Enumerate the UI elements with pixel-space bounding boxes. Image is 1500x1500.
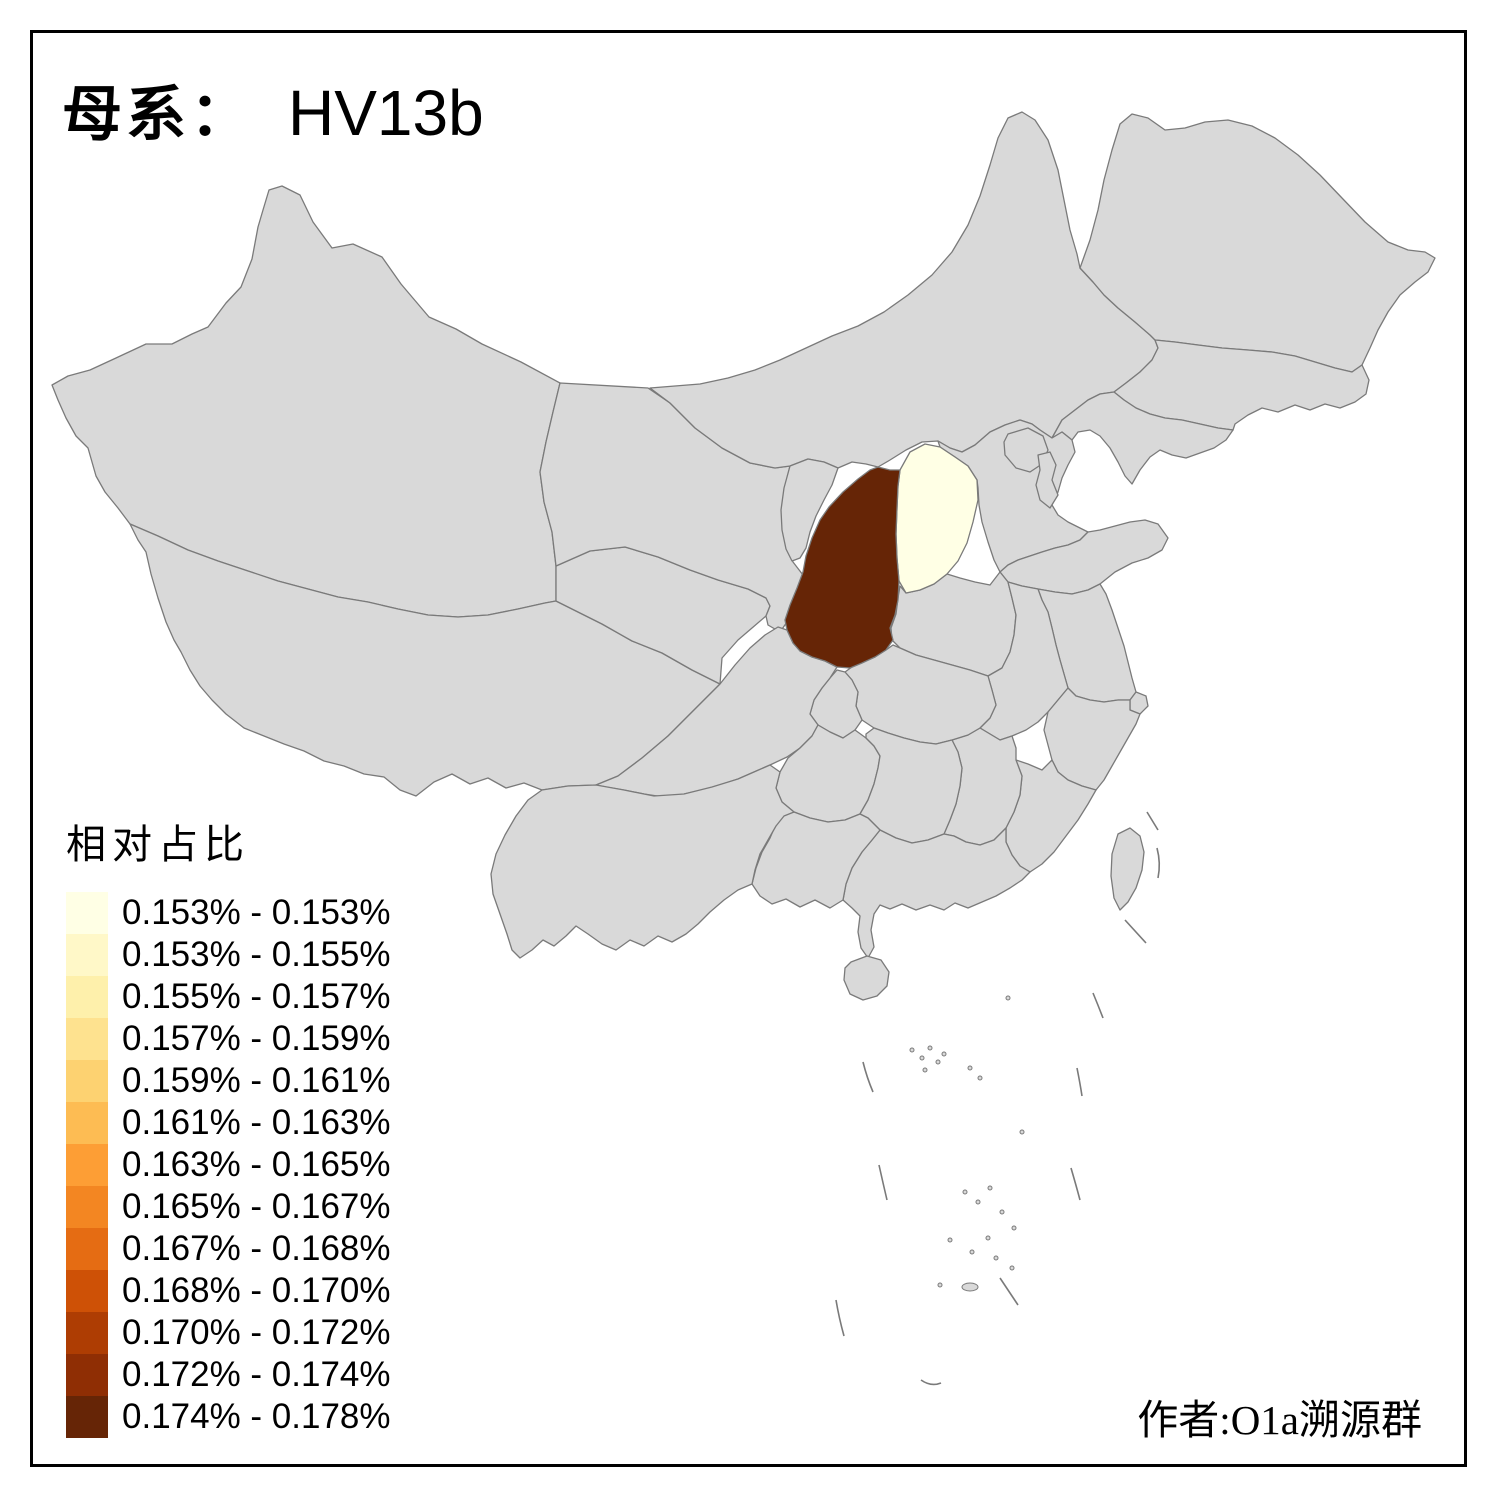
legend: 相对占比 0.153% - 0.153% 0.153% - 0.155% 0.1…: [66, 812, 391, 1438]
legend-swatch: [66, 1018, 108, 1060]
legend-item: 0.155% - 0.157%: [66, 976, 391, 1018]
author-credit: 作者:O1a溯源群: [1137, 1397, 1422, 1443]
legend-item: 0.161% - 0.163%: [66, 1102, 391, 1144]
legend-swatch: [66, 1354, 108, 1396]
legend-label: 0.165% - 0.167%: [122, 1187, 391, 1226]
legend-swatch: [66, 1186, 108, 1228]
legend-label: 0.172% - 0.174%: [122, 1355, 391, 1394]
legend-swatch: [66, 1312, 108, 1354]
legend-swatch: [66, 1396, 108, 1438]
legend-label: 0.157% - 0.159%: [122, 1019, 391, 1058]
legend-swatch: [66, 1060, 108, 1102]
legend-label: 0.163% - 0.165%: [122, 1145, 391, 1184]
province-ningxia: [780, 458, 839, 562]
legend-label: 0.155% - 0.157%: [122, 977, 391, 1016]
legend-swatch: [66, 1270, 108, 1312]
nine-dash-line: [835, 811, 1161, 1386]
legend-item: 0.153% - 0.153%: [66, 892, 391, 934]
legend-item: 0.170% - 0.172%: [66, 1312, 391, 1354]
legend-item: 0.168% - 0.170%: [66, 1270, 391, 1312]
title-prefix: 母系：: [62, 82, 254, 148]
legend-label: 0.167% - 0.168%: [122, 1229, 391, 1268]
province-shaanxi-highlight: [784, 466, 901, 669]
legend-label: 0.168% - 0.170%: [122, 1271, 391, 1310]
province-guangdong: [842, 827, 1031, 959]
south-china-sea-islets: [909, 995, 1025, 1292]
province-xinjiang: [51, 185, 561, 618]
province-zhejiang: [1043, 687, 1141, 791]
legend-label: 0.161% - 0.163%: [122, 1103, 391, 1142]
legend-item: 0.172% - 0.174%: [66, 1354, 391, 1396]
legend-swatch: [66, 1144, 108, 1186]
province-taiwan: [1110, 827, 1145, 911]
map-title: 母系： HV13b: [62, 66, 484, 153]
title-haplogroup: HV13b: [288, 77, 484, 149]
province-beijing: [1003, 427, 1049, 473]
legend-swatch: [66, 976, 108, 1018]
legend-label: 0.174% - 0.178%: [122, 1397, 391, 1436]
legend-item: 0.157% - 0.159%: [66, 1018, 391, 1060]
legend-label: 0.153% - 0.155%: [122, 935, 391, 974]
province-tianjin: [1035, 451, 1059, 509]
legend-swatch: [66, 1228, 108, 1270]
legend-swatch: [66, 1102, 108, 1144]
legend-swatch: [66, 934, 108, 976]
legend-label: 0.159% - 0.161%: [122, 1061, 391, 1100]
legend-item: 0.163% - 0.165%: [66, 1144, 391, 1186]
province-hainan: [843, 955, 890, 1001]
province-shanxi-highlight: [895, 443, 979, 594]
legend-item: 0.165% - 0.167%: [66, 1186, 391, 1228]
legend-item: 0.174% - 0.178%: [66, 1396, 391, 1438]
legend-label: 0.153% - 0.153%: [122, 893, 391, 932]
province-anhui: [979, 581, 1069, 741]
legend-title: 相对占比: [66, 822, 250, 867]
legend-label: 0.170% - 0.172%: [122, 1313, 391, 1352]
legend-item: 0.167% - 0.168%: [66, 1228, 391, 1270]
legend-item: 0.153% - 0.155%: [66, 934, 391, 976]
province-yunnan: [490, 764, 795, 959]
legend-swatch: [66, 892, 108, 934]
legend-item: 0.159% - 0.161%: [66, 1060, 391, 1102]
